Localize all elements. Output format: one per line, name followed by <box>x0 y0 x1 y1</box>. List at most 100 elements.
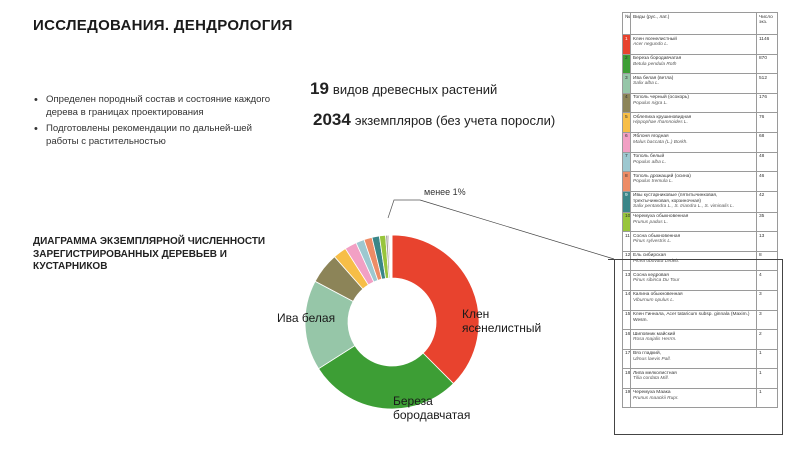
pie-slice <box>391 234 480 385</box>
row-count: 3 <box>756 309 778 331</box>
row-count: 176 <box>756 92 778 114</box>
pie-slice <box>318 345 455 410</box>
findings-list: Определен породный состав и состояние ка… <box>33 94 283 152</box>
table-row: 19 Черемуха Маака Prunus maackii Rupr. 1 <box>622 387 778 409</box>
table-bracket-tick <box>608 259 616 260</box>
row-species: Клен ясенелистный Acer negundo L. <box>630 34 757 55</box>
species-latin: Populus alba L. <box>633 159 667 165</box>
species-latin: Malus baccata (L.) Borkh. <box>633 140 688 146</box>
row-number: 5 <box>622 112 631 133</box>
row-count: 13 <box>756 231 778 252</box>
table-row: 5 Облепиха крушиновидная Hippophae rhamnoi… <box>622 112 778 133</box>
species-name: Вяз гладкий, <box>633 351 661 357</box>
species-latin: Prunus padus L. <box>633 219 668 225</box>
row-species: Тополь дрожащий (осина) Populus tremula L… <box>630 171 757 192</box>
species-count: 19 <box>310 79 329 98</box>
table-row: 18 Липа мелколистная Tilia cordata Mill. 1 <box>622 368 778 389</box>
row-number: 3 <box>622 73 631 94</box>
row-number: 2 <box>622 53 631 75</box>
chart-heading: ДИАГРАММА ЭКЗЕМПЛЯРНОЙ ЧИСЛЕННОСТИ ЗАРЕГ… <box>33 236 266 272</box>
species-name: Клен ясенелистный <box>633 36 677 42</box>
species-latin: Populus tremula L. <box>633 179 673 185</box>
table-row: 11 Сосна обыкновенная Pinus sylvestris L. 1… <box>622 231 778 252</box>
row-species: Облепиха крушиновидная Hippophae rhamnoid… <box>630 112 757 133</box>
species-name: Сосна обыкновенная <box>633 233 681 239</box>
row-count: 76 <box>756 112 778 133</box>
header-num: № <box>622 12 631 35</box>
species-stat: 19 видов древесных растений <box>310 79 497 99</box>
species-name: Тополь дрожащий (осина) <box>633 173 691 179</box>
row-species: Яблоня ягодная Malus baccata (L.) Borkh. <box>630 131 757 153</box>
trees-count: 2034 <box>313 110 351 129</box>
species-latin: Salix pentandra L., S. triandra L., S. v… <box>633 204 735 210</box>
species-name: Яблоня ягодная <box>633 134 669 140</box>
species-latin: Salix alba L. <box>633 81 660 87</box>
finding-item: Определен породный состав и состояние ка… <box>33 94 283 119</box>
table-header-row: № Виды (рус., лат.) Число экз. <box>622 12 778 35</box>
species-name: Ива белая (ветла) <box>633 75 674 81</box>
table-row: 12 Ель сибирская Picea obovata Ledeb. 8 <box>622 250 778 272</box>
species-latin: Prunus maackii Rupr. <box>633 395 679 401</box>
row-count: 512 <box>756 73 778 94</box>
page-title: ИССЛЕДОВАНИЯ. ДЕНДРОЛОГИЯ <box>33 17 293 34</box>
species-latin: Viburnum opulus L. <box>633 298 675 303</box>
species-latin: Tilia cordata Mill. <box>633 376 669 382</box>
species-name: Клен Гиннала, Acer tataricum subsp. ginn… <box>633 312 750 323</box>
row-count: 68 <box>756 131 778 153</box>
species-name: Тополь белый <box>633 154 665 160</box>
table-row: 1 Клен ясенелистный Acer negundo L. 1146 <box>622 34 778 55</box>
row-number: 8 <box>622 171 631 192</box>
table-row: 7 Тополь белый Populus alba L. 48 <box>622 151 778 173</box>
species-name: Облепиха крушиновидная <box>633 114 692 120</box>
species-name: Сосна кедровая <box>633 272 669 278</box>
species-name: Шиповник майский <box>633 331 676 337</box>
table-row: 9 Ивы кустарниковые (пятитычинковая, трех… <box>622 190 778 213</box>
trees-text: экземпляров (без учета поросли) <box>354 113 556 128</box>
species-name: Ивы кустарниковые (пятитычинковая, трехт… <box>633 193 718 204</box>
row-species: Черемуха Маака Prunus maackii Rupr. <box>630 387 757 409</box>
row-species: Тополь белый Populus alba L. <box>630 151 757 173</box>
row-species: Сосна обыкновенная Pinus sylvestris L. <box>630 231 757 252</box>
row-number: 10 <box>622 211 631 233</box>
row-species: Черемуха обыкновенная Prunus padus L. <box>630 211 757 233</box>
table-row: 2 Береза бородавчатая Betula pendula Roth 8… <box>622 53 778 75</box>
minor-species-bracket <box>614 259 783 435</box>
species-table: № Виды (рус., лат.) Число экз. 1 Клен ясе… <box>622 12 778 409</box>
row-count: 870 <box>756 53 778 75</box>
species-latin: Populus nigra L. <box>633 100 668 106</box>
species-name: Калина обыкновенная <box>633 292 683 298</box>
finding-item: Подготовлены рекомендации по дальней-шей… <box>33 123 283 148</box>
table-row: 14 Калина обыкновенная Viburnum opulus L. 3 <box>622 289 778 311</box>
row-count: 1146 <box>756 34 778 55</box>
slice-label: Береза бородавчатая <box>393 394 470 422</box>
species-name: Тополь черный (осокорь) <box>633 95 689 101</box>
table-row: 8 Тополь дрожащий (осина) Populus tremula … <box>622 171 778 192</box>
table-row: 16 Шиповник майский Rosa majalis Herrm. 2 <box>622 329 778 350</box>
row-species: Тополь черный (осокорь) Populus nigra L. <box>630 92 757 114</box>
species-latin: Pinus sylvestris L. <box>633 239 672 245</box>
trees-stat: 2034 экземпляров (без учета поросли) <box>313 110 555 130</box>
slice-label: Ива белая <box>277 311 335 325</box>
header-count: Число экз. <box>756 12 778 35</box>
species-latin: Acer negundo L. <box>633 42 669 48</box>
row-count: 46 <box>756 171 778 192</box>
species-name: Черемуха обыкновенная <box>633 214 689 220</box>
row-count: 1 <box>756 387 778 409</box>
table-row: 6 Яблоня ягодная Malus baccata (L.) Borkh.… <box>622 131 778 153</box>
table-row: 3 Ива белая (ветла) Salix alba L. 512 <box>622 73 778 94</box>
row-number: 7 <box>622 151 631 173</box>
row-species: Береза бородавчатая Betula pendula Roth <box>630 53 757 75</box>
row-species: Ива белая (ветла) Salix alba L. <box>630 73 757 94</box>
row-number: 1 <box>622 34 631 55</box>
species-name: Липа мелколистная <box>633 370 677 376</box>
table-row: 15 Клен Гиннала, Acer tataricum subsp. gi… <box>622 309 778 331</box>
annotation-connector <box>419 199 615 260</box>
slice-label: Клен ясенелистный <box>462 307 541 335</box>
row-count: 1 <box>756 348 778 370</box>
species-latin: Pinus sibirica Du Tour <box>633 278 680 284</box>
species-latin: Hippophae rhamnoides L. <box>633 120 688 126</box>
row-count: 42 <box>756 190 778 213</box>
table-row: 10 Черемуха обыкновенная Prunus padus L. 35 <box>622 211 778 233</box>
row-species: Ивы кустарниковые (пятитычинковая, трехт… <box>630 190 757 213</box>
row-count: 35 <box>756 211 778 233</box>
